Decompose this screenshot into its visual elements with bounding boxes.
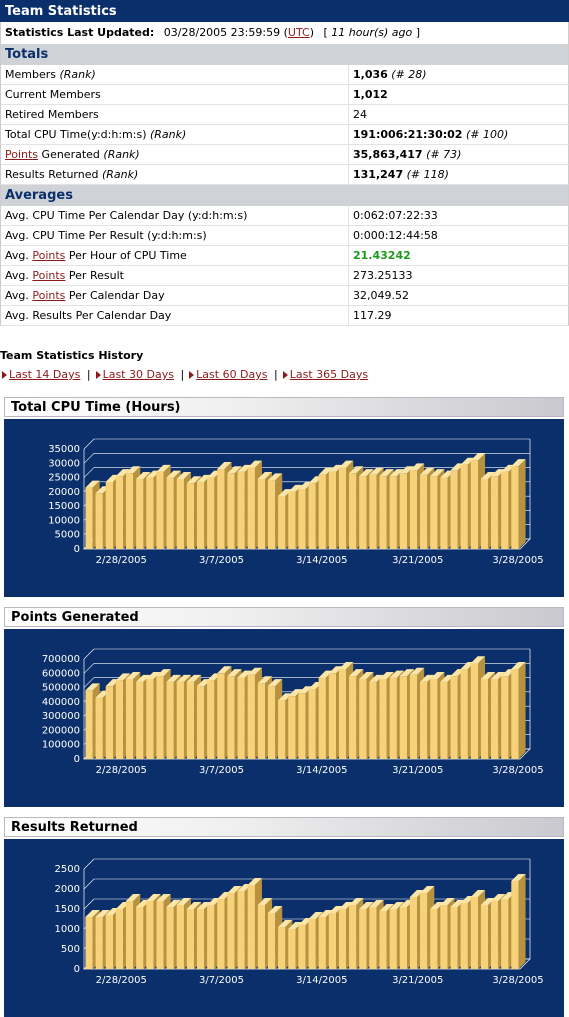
x-tick-label: 3/14/2005 xyxy=(296,765,347,776)
x-tick-label: 3/21/2005 xyxy=(392,765,443,776)
x-tick-label: 3/14/2005 xyxy=(296,975,347,986)
arrow-icon xyxy=(189,371,195,379)
y-tick-label: 300000 xyxy=(42,711,80,722)
y-tick-label: 0 xyxy=(74,754,80,765)
x-tick-label: 2/28/2005 xyxy=(96,765,147,776)
y-tick-label: 25000 xyxy=(48,473,80,484)
chart-title: Total CPU Time (Hours) xyxy=(4,397,564,417)
history-title: Team Statistics History xyxy=(0,349,144,362)
x-tick-label: 3/28/2005 xyxy=(492,765,543,776)
table-row: Avg. CPU Time Per Calendar Day (y:d:h:m:… xyxy=(0,206,569,226)
table-row: Avg. Points Per Calendar Day 32,049.52 xyxy=(0,286,569,306)
last-updated-value: 03/28/2005 23:59:59 xyxy=(163,26,281,39)
x-tick-label: 3/7/2005 xyxy=(199,765,244,776)
points-link[interactable]: Points xyxy=(5,148,39,161)
table-row: Current Members 1,012 xyxy=(0,85,569,105)
x-tick-label: 3/28/2005 xyxy=(492,555,543,566)
y-tick-label: 0 xyxy=(74,964,80,975)
y-tick-label: 600000 xyxy=(42,668,80,679)
table-row: Retired Members 24 xyxy=(0,105,569,125)
gridline xyxy=(83,677,95,688)
x-tick-label: 2/28/2005 xyxy=(96,555,147,566)
cpu-time-chart: Total CPU Time (Hours) 0 5000 10000 15000 20… xyxy=(4,397,564,597)
averages-heading: Averages xyxy=(0,185,569,206)
x-tick-label: 3/28/2005 xyxy=(492,975,543,986)
gridline xyxy=(83,898,95,910)
totals-heading: Totals xyxy=(0,44,569,65)
y-tick-label: 500 xyxy=(61,944,80,955)
range-link-60[interactable]: Last 60 Days xyxy=(196,368,268,381)
table-row: Avg. CPU Time Per Result (y:d:h:m:s) 0:0… xyxy=(0,226,569,246)
y-tick-label: 2500 xyxy=(55,864,80,875)
bar xyxy=(511,874,526,969)
table-row: Avg. Points Per Result 273.25133 xyxy=(0,266,569,286)
history-range-links: Last 14 Days | Last 30 Days | Last 60 Days… xyxy=(0,368,368,381)
results-chart: Results Returned 0 500 1000 1500 2000 2500 2/2… xyxy=(4,817,564,1017)
y-tick-label: 15000 xyxy=(48,501,80,512)
gridline xyxy=(83,438,95,450)
team-stats-title: Team Statistics xyxy=(0,0,569,22)
last-updated-label: Statistics Last Updated: xyxy=(5,26,155,39)
range-link-365[interactable]: Last 365 Days xyxy=(289,368,369,381)
bar xyxy=(511,662,526,759)
x-tick-label: 3/21/2005 xyxy=(392,975,443,986)
y-tick-label: 400000 xyxy=(42,697,80,708)
table-row: Results Returned (Rank) 131,247 (# 118) xyxy=(0,165,569,185)
y-tick-label: 200000 xyxy=(42,725,80,736)
y-tick-label: 700000 xyxy=(42,654,80,665)
chart-plot: 0 500 1000 1500 2000 2500 2/28/2005 3/7/2005 3/1… xyxy=(55,858,544,986)
points-chart: Points Generated 0 100000 200000 300000 4000… xyxy=(4,607,564,807)
gridline xyxy=(83,453,95,464)
gridline xyxy=(83,467,95,478)
table-row: Avg. Results Per Calendar Day 117.29 xyxy=(0,306,569,326)
x-tick-label: 2/28/2005 xyxy=(96,975,147,986)
gridline xyxy=(83,858,95,870)
utc-link[interactable]: UTC xyxy=(287,26,310,39)
table-row: Points Generated (Rank) 35,863,417 (# 73… xyxy=(0,145,569,165)
y-tick-label: 5000 xyxy=(55,530,80,541)
x-tick-label: 3/7/2005 xyxy=(199,555,244,566)
y-tick-label: 1500 xyxy=(55,904,80,915)
table-row: Total CPU Time(y:d:h:m:s) (Rank) 191:006… xyxy=(0,125,569,145)
range-link-14[interactable]: Last 14 Days xyxy=(9,368,81,381)
chart-title: Results Returned xyxy=(4,817,564,837)
arrow-icon xyxy=(2,371,7,379)
bar xyxy=(511,459,526,549)
gridline xyxy=(83,648,95,660)
y-tick-label: 10000 xyxy=(48,515,80,526)
chart-plot: 0 100000 200000 300000 400000 500000 600000 700… xyxy=(42,648,544,776)
x-tick-label: 3/7/2005 xyxy=(199,975,244,986)
y-tick-label: 20000 xyxy=(48,487,80,498)
hours-ago: 11 hour(s) ago xyxy=(331,26,413,39)
chart-title: Points Generated xyxy=(4,607,564,627)
y-tick-label: 35000 xyxy=(48,444,80,455)
gridline xyxy=(83,878,95,890)
y-tick-label: 500000 xyxy=(42,683,80,694)
arrow-icon xyxy=(95,371,101,379)
points-link[interactable]: Points xyxy=(32,289,66,302)
points-link[interactable]: Points xyxy=(32,269,66,282)
last-updated-row: Statistics Last Updated: 03/28/2005 23:5… xyxy=(0,22,569,44)
y-tick-label: 1000 xyxy=(55,924,80,935)
points-link[interactable]: Points xyxy=(32,249,66,262)
y-tick-label: 2000 xyxy=(55,884,80,895)
x-tick-label: 3/14/2005 xyxy=(296,555,347,566)
x-tick-label: 3/21/2005 xyxy=(392,555,443,566)
table-row: Members (Rank) 1,036 (# 28) xyxy=(0,65,569,85)
chart-plot: 0 5000 10000 15000 20000 25000 30000 35000 2/28/… xyxy=(48,438,544,566)
table-row: Avg. Points Per Hour of CPU Time 21.4324… xyxy=(0,246,569,266)
gridline xyxy=(83,663,95,674)
team-stats-panel: Team Statistics Statistics Last Updated:… xyxy=(0,0,569,326)
y-tick-label: 0 xyxy=(74,544,80,555)
range-link-30[interactable]: Last 30 Days xyxy=(102,368,174,381)
y-tick-label: 100000 xyxy=(42,740,80,751)
arrow-icon xyxy=(282,371,288,379)
y-tick-label: 30000 xyxy=(48,458,80,469)
